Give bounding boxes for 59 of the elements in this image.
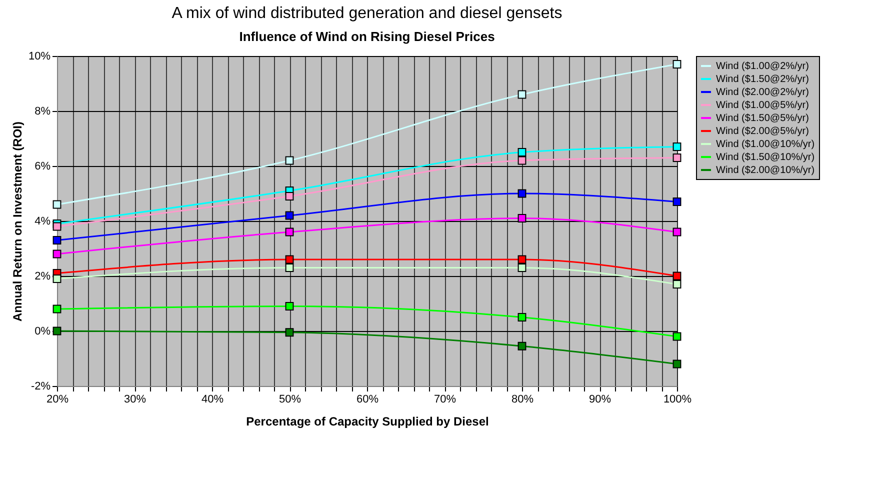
point <box>672 198 682 206</box>
y-tick-label: 6% <box>34 160 51 172</box>
x-tick-label: 90% <box>588 394 612 406</box>
point <box>518 342 526 350</box>
x-tick-label: 80% <box>511 394 534 406</box>
point <box>285 156 294 165</box>
point <box>285 192 294 200</box>
point <box>518 313 526 322</box>
point <box>285 211 294 220</box>
point <box>672 360 682 368</box>
legend-label: Wind ($2.00@10%/yr) <box>716 165 815 176</box>
chart-subtitle: Influence of Wind on Rising Diesel Prices <box>239 29 495 44</box>
point <box>672 280 682 288</box>
x-tick-label: 70% <box>434 394 456 406</box>
legend-label: Wind ($1.50@5%/yr) <box>716 113 809 124</box>
legend-label: Wind ($1.00@2%/yr) <box>716 61 809 72</box>
y-tick-label: 10% <box>28 50 51 62</box>
y-tick-label: 0% <box>34 326 51 338</box>
point <box>672 228 682 236</box>
y-axis-title: Annual Return on Investment (ROI) <box>10 121 24 322</box>
point <box>518 156 526 165</box>
x-tick-label: 50% <box>278 394 302 406</box>
point <box>518 90 526 99</box>
point <box>52 304 62 314</box>
point <box>285 264 294 272</box>
point <box>672 60 682 68</box>
point <box>518 264 526 272</box>
point <box>518 255 526 264</box>
point <box>52 236 62 244</box>
point <box>672 154 682 162</box>
x-tick-label: 20% <box>46 394 69 406</box>
y-tick-label: -2% <box>30 380 51 392</box>
point <box>52 200 62 209</box>
legend-label: Wind ($1.50@10%/yr) <box>716 152 815 163</box>
y-tick-label: 2% <box>34 270 51 282</box>
legend-label: Wind ($2.00@5%/yr) <box>716 126 809 137</box>
legend-label: Wind ($1.00@10%/yr) <box>716 139 815 150</box>
point <box>672 332 682 341</box>
x-tick-label: 60% <box>356 394 379 406</box>
point <box>285 228 294 236</box>
point <box>52 250 62 258</box>
x-axis-title: Percentage of Capacity Supplied by Diesel <box>246 414 489 428</box>
point <box>518 148 526 156</box>
point <box>285 328 294 337</box>
point <box>672 142 682 151</box>
chart-title: A mix of wind distributed generation and diesel gensets <box>172 5 562 22</box>
legend-label: Wind ($1.00@5%/yr) <box>716 100 809 111</box>
x-tick-label: 30% <box>124 394 146 406</box>
point <box>672 272 682 280</box>
legend-label: Wind ($1.50@2%/yr) <box>716 74 809 85</box>
y-tick-label: 4% <box>34 216 51 228</box>
legend-label: Wind ($2.00@2%/yr) <box>716 87 809 98</box>
y-tick-label: 8% <box>34 106 51 118</box>
point <box>518 214 526 222</box>
point <box>518 189 526 198</box>
x-tick-label: 40% <box>201 394 224 406</box>
point <box>285 302 294 310</box>
point <box>285 255 294 264</box>
x-tick-label: 100% <box>663 394 692 406</box>
